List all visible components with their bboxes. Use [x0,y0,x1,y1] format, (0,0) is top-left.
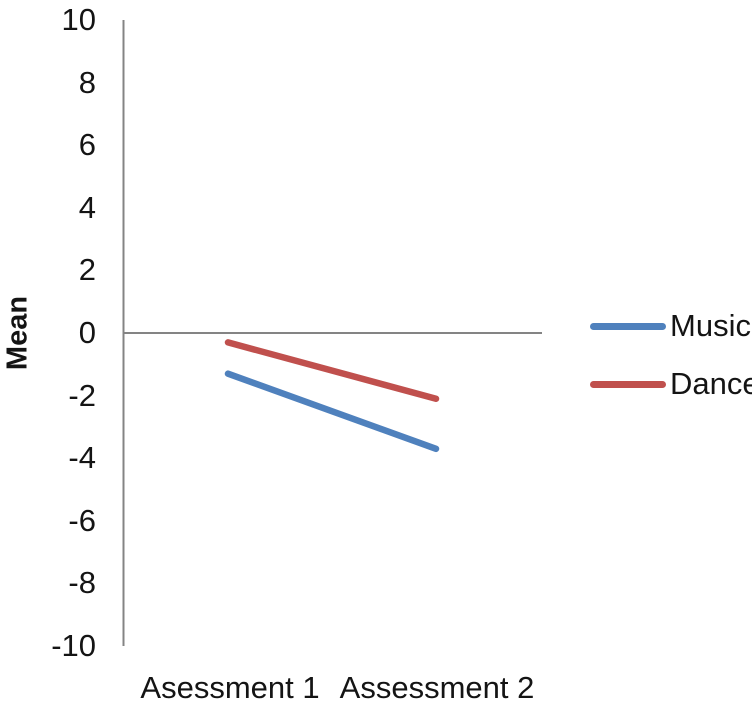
y-tick-label: -2 [68,377,96,413]
legend-label-music: Music [670,308,751,343]
series-line-music [224,370,440,453]
x-axis-label-assessment-1: Asessment 1 [140,670,320,705]
y-tick-label: 6 [78,127,96,163]
y-tick-label: 0 [78,315,96,350]
y-tick-label: -10 [51,628,96,663]
series-line-dance [224,339,440,402]
legend-item-music: Music [590,308,751,344]
legend-item-dance: Dance [590,366,752,402]
y-tick-label: -8 [68,565,96,601]
x-axis-label-assessment-2: Assessment 2 [339,670,535,705]
legend-line-swatch-music [590,322,666,330]
y-tick-label: -4 [68,440,96,476]
y-tick-label: 10 [61,2,96,37]
legend-line-swatch-dance [590,380,666,388]
y-tick-label: 8 [78,64,96,100]
y-tick-label: 2 [78,252,96,288]
legend-label-dance: Dance [670,366,752,401]
y-tick-label: -6 [68,502,96,538]
y-tick-label: 4 [78,189,96,225]
